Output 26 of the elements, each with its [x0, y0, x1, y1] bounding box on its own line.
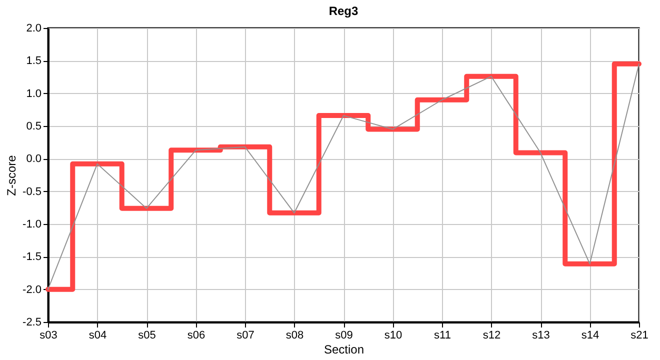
y-tick-label: 2.0 [26, 22, 42, 34]
x-tick-label: s12 [482, 330, 501, 342]
y-axis-title: Z-score [4, 154, 19, 196]
x-tick-label: s21 [630, 330, 648, 342]
x-tick-label: s04 [88, 330, 107, 342]
y-tick-label: -2.5 [22, 316, 42, 328]
x-tick-label: s08 [286, 330, 304, 342]
y-tick-label: -0.5 [22, 186, 42, 198]
y-tick-label: 0.0 [26, 153, 42, 166]
y-tick-label: 1.0 [26, 88, 42, 100]
y-tick-label: -1.0 [22, 218, 42, 230]
y-tick-label: -2.0 [22, 284, 42, 296]
x-tick-label: s14 [581, 330, 600, 342]
x-tick-label: s10 [384, 330, 402, 342]
y-tick-label: 0.5 [26, 120, 42, 132]
chart-title: Reg3 [328, 4, 358, 18]
x-axis-title: Section [324, 342, 364, 356]
x-tick-label: s03 [40, 330, 58, 342]
x-tick-label: s09 [335, 330, 353, 342]
x-tick-label: s07 [236, 330, 254, 342]
x-tick-label: s13 [532, 330, 550, 342]
x-tick-label: s05 [138, 330, 156, 342]
x-tick-label: s06 [187, 330, 206, 342]
y-tick-label: -1.5 [22, 251, 42, 264]
y-tick-label: 1.5 [26, 55, 42, 68]
x-tick-label: s11 [434, 330, 451, 342]
